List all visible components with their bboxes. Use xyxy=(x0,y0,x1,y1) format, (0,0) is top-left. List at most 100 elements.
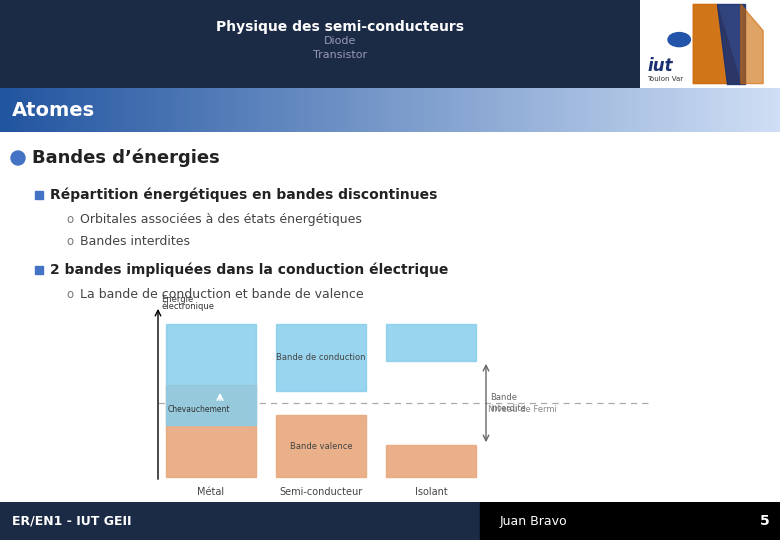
Bar xyxy=(136,88,141,132)
Bar xyxy=(464,88,469,132)
Text: Bande valence: Bande valence xyxy=(289,442,353,450)
Bar xyxy=(324,88,328,132)
Bar xyxy=(35,191,43,199)
Bar xyxy=(234,88,239,132)
Bar xyxy=(562,88,566,132)
Bar xyxy=(566,88,570,132)
Bar xyxy=(226,88,231,132)
Bar xyxy=(199,88,204,132)
Bar xyxy=(698,88,703,132)
Bar xyxy=(495,88,500,132)
Bar xyxy=(152,88,157,132)
Bar xyxy=(460,88,465,132)
Bar xyxy=(207,88,211,132)
Bar xyxy=(476,88,480,132)
Text: La bande de conduction et bande de valence: La bande de conduction et bande de valen… xyxy=(80,288,363,301)
Bar xyxy=(402,88,406,132)
Bar xyxy=(292,88,297,132)
Bar xyxy=(417,88,422,132)
Bar xyxy=(265,88,270,132)
Bar xyxy=(468,88,473,132)
Bar xyxy=(550,88,555,132)
Bar xyxy=(367,88,371,132)
Bar xyxy=(109,88,114,132)
Bar xyxy=(35,266,43,274)
Bar xyxy=(276,324,366,391)
Bar xyxy=(0,502,480,540)
Bar xyxy=(129,88,133,132)
Text: Métal: Métal xyxy=(197,487,225,497)
Text: 5: 5 xyxy=(760,514,770,528)
Bar xyxy=(655,88,660,132)
Bar xyxy=(612,88,617,132)
Bar xyxy=(597,88,601,132)
Bar xyxy=(312,88,317,132)
Bar xyxy=(390,88,395,132)
Bar xyxy=(355,88,360,132)
Text: Diode: Diode xyxy=(324,36,356,46)
Bar xyxy=(148,88,153,132)
Text: Niveau de Fermi: Niveau de Fermi xyxy=(488,405,557,414)
Bar xyxy=(386,324,476,361)
Bar xyxy=(215,88,219,132)
Bar xyxy=(546,88,551,132)
Text: Semi-conducteur: Semi-conducteur xyxy=(279,487,363,497)
Bar xyxy=(183,88,188,132)
Bar xyxy=(690,88,695,132)
Text: Toulon Var: Toulon Var xyxy=(647,76,683,82)
Bar xyxy=(156,88,161,132)
Bar xyxy=(616,88,621,132)
Bar xyxy=(176,88,180,132)
Bar xyxy=(31,88,36,132)
Bar xyxy=(604,88,609,132)
Bar xyxy=(58,88,63,132)
Bar xyxy=(121,88,126,132)
Bar xyxy=(300,88,305,132)
Bar xyxy=(257,88,262,132)
Bar xyxy=(448,88,453,132)
Bar xyxy=(507,88,512,132)
Bar xyxy=(585,88,590,132)
Bar xyxy=(23,88,28,132)
Bar xyxy=(526,88,531,132)
Bar xyxy=(577,88,582,132)
Bar xyxy=(659,88,664,132)
Bar xyxy=(706,88,711,132)
Bar xyxy=(320,88,324,132)
Text: Répartition énergétiques en bandes discontinues: Répartition énergétiques en bandes disco… xyxy=(50,188,438,202)
Bar xyxy=(644,88,648,132)
Bar xyxy=(671,88,675,132)
Text: Atomes: Atomes xyxy=(12,100,95,119)
Bar xyxy=(281,88,285,132)
Bar xyxy=(663,88,668,132)
Bar xyxy=(179,88,184,132)
Bar xyxy=(12,88,16,132)
Bar xyxy=(515,88,519,132)
Bar xyxy=(484,88,488,132)
Bar xyxy=(94,88,98,132)
Bar xyxy=(433,88,438,132)
Text: o: o xyxy=(66,288,73,301)
Bar xyxy=(534,88,539,132)
Bar xyxy=(172,88,176,132)
Bar xyxy=(160,88,165,132)
Text: Transistor: Transistor xyxy=(313,50,367,60)
Bar xyxy=(542,88,547,132)
Bar xyxy=(386,445,476,477)
Bar xyxy=(70,88,75,132)
Bar xyxy=(722,88,726,132)
Bar xyxy=(20,88,24,132)
Bar xyxy=(640,88,644,132)
Bar xyxy=(339,88,344,132)
Bar xyxy=(246,88,250,132)
Bar xyxy=(406,88,410,132)
Bar xyxy=(370,88,375,132)
Bar xyxy=(43,88,48,132)
Bar xyxy=(343,88,348,132)
Bar xyxy=(519,88,523,132)
Bar xyxy=(273,88,278,132)
Bar xyxy=(694,88,699,132)
Bar xyxy=(764,88,769,132)
Polygon shape xyxy=(741,4,763,84)
Bar xyxy=(113,88,118,132)
